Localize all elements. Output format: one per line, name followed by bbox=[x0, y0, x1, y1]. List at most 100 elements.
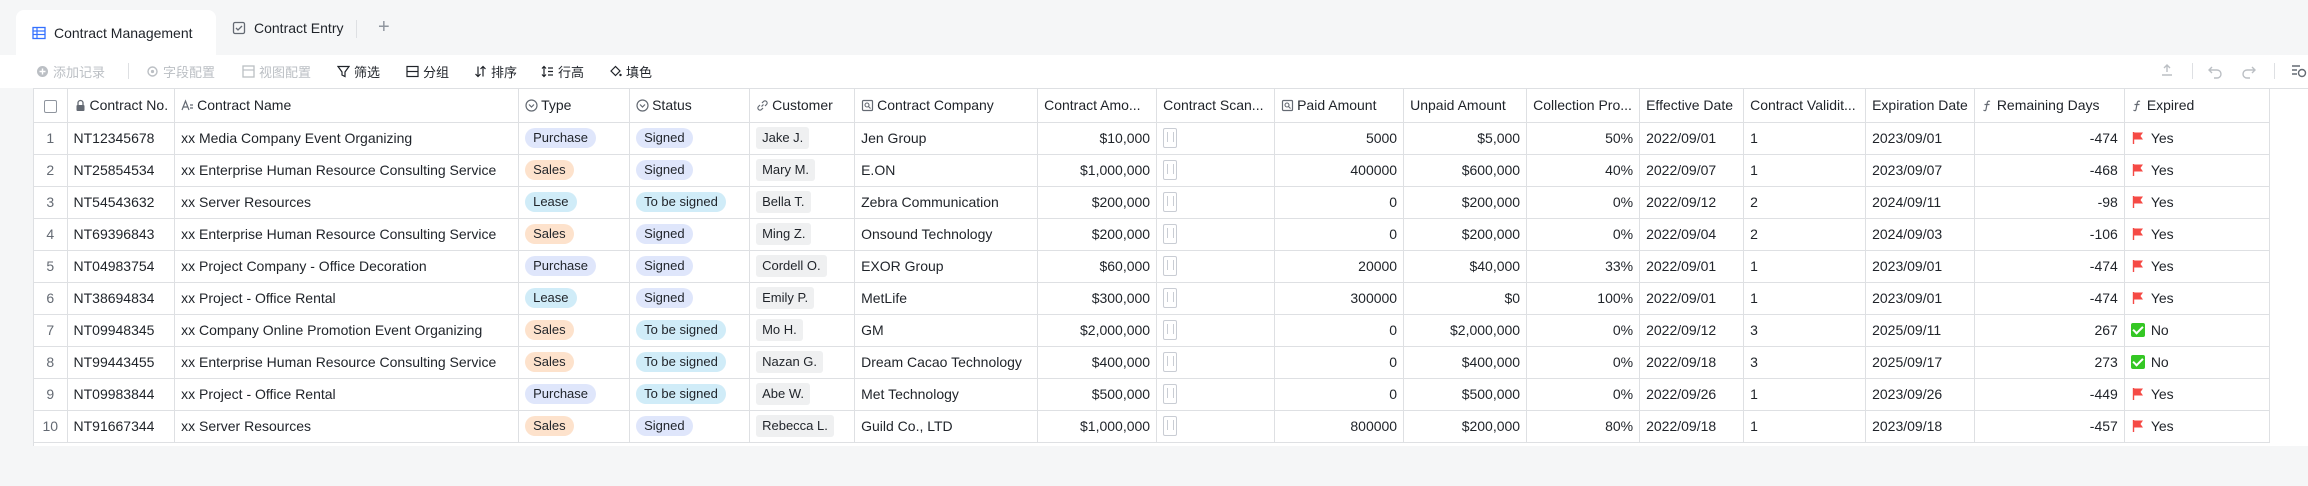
cell-type[interactable]: Lease bbox=[518, 186, 631, 219]
column-header-remaining[interactable]: Remaining Days bbox=[1974, 89, 2125, 123]
cell-customer[interactable]: Nazan G. bbox=[749, 346, 856, 379]
cell-scan[interactable] bbox=[1156, 314, 1276, 347]
table-row[interactable]: 7 NT09948345 xx Company Online Promotion E… bbox=[34, 314, 2270, 347]
cell-company[interactable]: Dream Cacao Technology bbox=[854, 346, 1039, 379]
table-row[interactable]: 1 NT12345678 xx Media Company Event Organi… bbox=[34, 122, 2270, 155]
cell-status[interactable]: Signed bbox=[629, 410, 751, 443]
cell-remaining[interactable]: -457 bbox=[1974, 410, 2125, 443]
cell-unpaid[interactable]: $5,000 bbox=[1403, 122, 1528, 155]
cell-expiration[interactable]: 2025/09/17 bbox=[1865, 346, 1975, 379]
cell-contract-name[interactable]: xx Enterprise Human Resource Consulting … bbox=[174, 154, 520, 187]
cell-scan[interactable] bbox=[1156, 346, 1276, 379]
cell-contract-name[interactable]: xx Project - Office Rental bbox=[174, 282, 520, 315]
cell-expiration[interactable]: 2024/09/11 bbox=[1865, 186, 1975, 219]
cell-remaining[interactable]: 273 bbox=[1974, 346, 2125, 379]
cell-scan[interactable] bbox=[1156, 378, 1276, 411]
cell-company[interactable]: E.ON bbox=[854, 154, 1039, 187]
cell-remaining[interactable]: 267 bbox=[1974, 314, 2125, 347]
cell-remaining[interactable]: -468 bbox=[1974, 154, 2125, 187]
attachment-icon[interactable] bbox=[1163, 288, 1178, 308]
tab-contract-management[interactable]: Contract Management bbox=[16, 10, 216, 55]
view-config-button[interactable]: 视图配置 bbox=[242, 55, 311, 88]
cell-unpaid[interactable]: $40,000 bbox=[1403, 250, 1528, 283]
attachment-icon[interactable] bbox=[1163, 320, 1178, 340]
cell-contract-no[interactable]: NT91667344 bbox=[67, 410, 176, 443]
column-header-type[interactable]: Type bbox=[518, 89, 631, 123]
cell-expiration[interactable]: 2023/09/07 bbox=[1865, 154, 1975, 187]
cell-amount[interactable]: $2,000,000 bbox=[1037, 314, 1158, 347]
select-all-checkbox[interactable] bbox=[34, 89, 68, 123]
cell-status[interactable]: Signed bbox=[629, 250, 751, 283]
cell-contract-name[interactable]: xx Media Company Event Organizing bbox=[174, 122, 520, 155]
cell-effective[interactable]: 2022/09/18 bbox=[1639, 346, 1745, 379]
column-header-contract-name[interactable]: Contract Name bbox=[174, 89, 520, 123]
cell-status[interactable]: To be signed bbox=[629, 346, 751, 379]
cell-effective[interactable]: 2022/09/04 bbox=[1639, 218, 1745, 251]
cell-contract-no[interactable]: NT99443455 bbox=[67, 346, 176, 379]
cell-expired[interactable]: Yes bbox=[2124, 186, 2270, 219]
attachment-icon[interactable] bbox=[1163, 192, 1178, 212]
cell-contract-no[interactable]: NT54543632 bbox=[67, 186, 176, 219]
redo-icon[interactable] bbox=[2240, 62, 2258, 80]
cell-validity[interactable]: 1 bbox=[1743, 122, 1867, 155]
cell-expiration[interactable]: 2023/09/18 bbox=[1865, 410, 1975, 443]
cell-remaining[interactable]: -474 bbox=[1974, 282, 2125, 315]
cell-expiration[interactable]: 2023/09/01 bbox=[1865, 122, 1975, 155]
cell-expired[interactable]: Yes bbox=[2124, 282, 2270, 315]
cell-company[interactable]: Zebra Communication bbox=[854, 186, 1039, 219]
cell-type[interactable]: Sales bbox=[518, 346, 631, 379]
cell-scan[interactable] bbox=[1156, 122, 1276, 155]
cell-unpaid[interactable]: $0 bbox=[1403, 282, 1528, 315]
cell-remaining[interactable]: -106 bbox=[1974, 218, 2125, 251]
column-header-scan[interactable]: Contract Scan... bbox=[1156, 89, 1276, 123]
fill-color-button[interactable]: 填色 bbox=[609, 55, 652, 88]
column-header-validity[interactable]: Contract Validit... bbox=[1743, 89, 1867, 123]
column-header-customer[interactable]: Customer bbox=[749, 89, 856, 123]
column-header-expiration[interactable]: Expiration Date bbox=[1865, 89, 1975, 123]
cell-paid[interactable]: 0 bbox=[1274, 218, 1405, 251]
attachment-icon[interactable] bbox=[1163, 128, 1178, 148]
cell-paid[interactable]: 0 bbox=[1274, 378, 1405, 411]
cell-amount[interactable]: $300,000 bbox=[1037, 282, 1158, 315]
cell-expired[interactable]: Yes bbox=[2124, 250, 2270, 283]
column-header-paid[interactable]: Paid Amount bbox=[1274, 89, 1405, 123]
search-icon[interactable] bbox=[2290, 62, 2308, 80]
cell-progress[interactable]: 80% bbox=[1526, 410, 1641, 443]
cell-expiration[interactable]: 2023/09/01 bbox=[1865, 282, 1975, 315]
cell-type[interactable]: Sales bbox=[518, 154, 631, 187]
cell-progress[interactable]: 0% bbox=[1526, 346, 1641, 379]
cell-effective[interactable]: 2022/09/07 bbox=[1639, 154, 1745, 187]
cell-expiration[interactable]: 2023/09/26 bbox=[1865, 378, 1975, 411]
cell-effective[interactable]: 2022/09/12 bbox=[1639, 186, 1745, 219]
cell-progress[interactable]: 100% bbox=[1526, 282, 1641, 315]
cell-effective[interactable]: 2022/09/18 bbox=[1639, 410, 1745, 443]
cell-effective[interactable]: 2022/09/26 bbox=[1639, 378, 1745, 411]
cell-paid[interactable]: 300000 bbox=[1274, 282, 1405, 315]
cell-amount[interactable]: $200,000 bbox=[1037, 218, 1158, 251]
cell-scan[interactable] bbox=[1156, 186, 1276, 219]
cell-progress[interactable]: 0% bbox=[1526, 378, 1641, 411]
cell-company[interactable]: EXOR Group bbox=[854, 250, 1039, 283]
cell-contract-name[interactable]: xx Server Resources bbox=[174, 186, 520, 219]
cell-effective[interactable]: 2022/09/01 bbox=[1639, 250, 1745, 283]
cell-effective[interactable]: 2022/09/01 bbox=[1639, 122, 1745, 155]
cell-customer[interactable]: Mo H. bbox=[749, 314, 856, 347]
cell-expired[interactable]: Yes bbox=[2124, 218, 2270, 251]
cell-paid[interactable]: 800000 bbox=[1274, 410, 1405, 443]
cell-company[interactable]: Onsound Technology bbox=[854, 218, 1039, 251]
undo-icon[interactable] bbox=[2206, 62, 2224, 80]
field-config-button[interactable]: 字段配置 bbox=[146, 55, 215, 88]
cell-status[interactable]: To be signed bbox=[629, 186, 751, 219]
cell-customer[interactable]: Rebecca L. bbox=[749, 410, 856, 443]
cell-progress[interactable]: 33% bbox=[1526, 250, 1641, 283]
cell-company[interactable]: Jen Group bbox=[854, 122, 1039, 155]
cell-status[interactable]: Signed bbox=[629, 282, 751, 315]
cell-company[interactable]: GM bbox=[854, 314, 1039, 347]
cell-paid[interactable]: 400000 bbox=[1274, 154, 1405, 187]
cell-expiration[interactable]: 2025/09/11 bbox=[1865, 314, 1975, 347]
sort-button[interactable]: 排序 bbox=[474, 55, 517, 88]
cell-remaining[interactable]: -449 bbox=[1974, 378, 2125, 411]
attachment-icon[interactable] bbox=[1163, 160, 1178, 180]
cell-status[interactable]: Signed bbox=[629, 122, 751, 155]
cell-expired[interactable]: No bbox=[2124, 346, 2270, 379]
